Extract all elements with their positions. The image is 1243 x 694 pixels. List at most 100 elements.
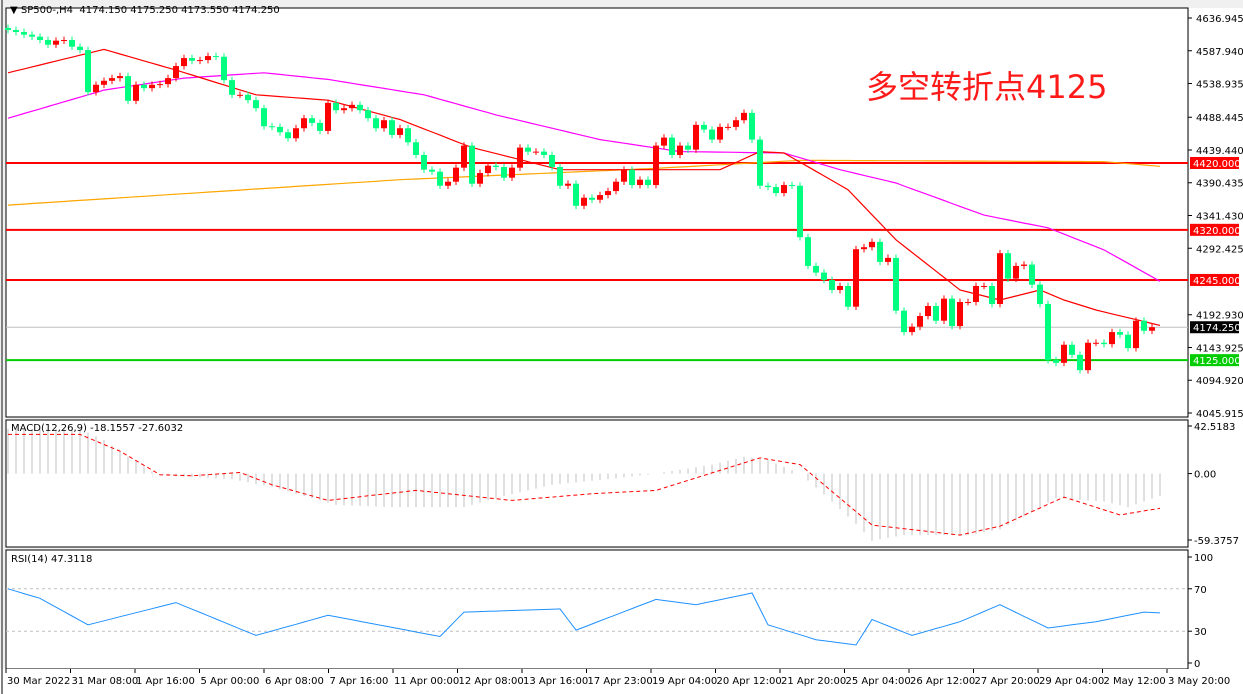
candle-body	[69, 40, 75, 47]
candle-body	[965, 302, 971, 304]
candle-body	[381, 120, 387, 129]
time-axis	[0, 669, 1243, 694]
candle-body	[437, 171, 443, 186]
macd-title: MACD(12,26,9) -18.1557 -27.6032	[11, 423, 184, 434]
candle-body	[893, 257, 899, 311]
candle-body	[933, 306, 939, 321]
level-badge	[1190, 354, 1239, 367]
candle-body	[445, 181, 451, 186]
candle-body	[429, 169, 435, 172]
time-tick-label: 5 Apr 00:00	[201, 676, 260, 687]
candle-body	[493, 165, 499, 167]
rsi-tick-label: 70	[1194, 585, 1207, 596]
price-tick-label: 4587.940	[1196, 47, 1243, 58]
candle-body	[677, 145, 683, 155]
candle-body	[125, 76, 131, 101]
time-tick-label: 6 Apr 08:00	[265, 676, 324, 687]
candle-body	[221, 56, 227, 81]
rsi-tick-label: 100	[1194, 553, 1213, 564]
candle-body	[237, 94, 243, 96]
candle-body	[1125, 334, 1131, 349]
candle-body	[925, 306, 931, 317]
candle-body	[157, 84, 163, 86]
candle-body	[1013, 265, 1019, 279]
candle-body	[349, 104, 355, 109]
candle-body	[229, 80, 235, 95]
price-tick-label: 4538.935	[1196, 80, 1243, 91]
candle-body	[757, 139, 763, 186]
candle-body	[293, 128, 299, 139]
candle-body	[517, 147, 523, 168]
candle-body	[829, 279, 835, 290]
candle-body	[413, 142, 419, 155]
rsi-title: RSI(14) 47.3118	[11, 554, 93, 565]
candle-body	[573, 183, 579, 206]
macd-tick-label: 42.5183	[1194, 422, 1235, 433]
price-panel	[5, 7, 1189, 418]
candle-body	[29, 34, 35, 37]
candle-body	[917, 316, 923, 327]
candle-body	[389, 120, 395, 135]
candle-body	[181, 58, 187, 67]
price-tick-label: 4341.430	[1196, 212, 1243, 223]
time-tick-label: 1 Apr 16:00	[136, 676, 195, 687]
candle-body	[661, 137, 667, 146]
candle-body	[509, 167, 515, 178]
candle-body	[1061, 344, 1067, 363]
candle-body	[101, 80, 107, 85]
candle-body	[981, 285, 987, 287]
candle-body	[549, 154, 555, 167]
candle-body	[325, 102, 331, 131]
price-tick-label: 4439.440	[1196, 146, 1243, 157]
candle-body	[501, 166, 507, 178]
candle-body	[13, 29, 19, 32]
candle-body	[53, 40, 59, 45]
time-tick-label: 25 Apr 04:00	[846, 676, 911, 687]
price-tick-label: 4143.925	[1196, 343, 1243, 354]
rsi-panel	[5, 549, 1189, 670]
candle-body	[1053, 360, 1059, 363]
candle-body	[1045, 304, 1051, 361]
time-tick-label: 31 Mar 08:00	[72, 676, 139, 687]
chart-header: ▼ SP500-,H4 4174.150 4175.250 4173.550 4…	[10, 5, 280, 16]
candle-body	[853, 249, 859, 307]
candle-body	[21, 31, 27, 35]
candle-body	[117, 76, 123, 79]
dropdown-triangle-icon[interactable]: ▼	[10, 5, 18, 16]
candle-body	[541, 151, 547, 155]
time-tick-label: 21 Apr 20:00	[781, 676, 846, 687]
time-tick-label: 17 Apr 23:00	[588, 676, 653, 687]
candle-body	[213, 56, 219, 58]
candle-body	[717, 126, 723, 140]
candle-body	[901, 310, 907, 333]
candle-body	[973, 285, 979, 303]
price-tick-label: 4045.915	[1196, 409, 1243, 420]
candle-body	[1021, 264, 1027, 266]
candle-body	[597, 195, 603, 200]
candle-body	[1069, 344, 1075, 355]
candle-body	[405, 128, 411, 143]
candle-body	[133, 84, 139, 101]
candle-body	[741, 112, 747, 121]
time-tick-label: 13 Apr 16:00	[523, 676, 588, 687]
candle-body	[61, 40, 67, 42]
candle-body	[837, 285, 843, 290]
price-tick-label: 4292.425	[1196, 244, 1243, 255]
candle-body	[1077, 354, 1083, 371]
candle-body	[997, 253, 1003, 305]
candle-body	[773, 187, 779, 194]
level-label: 4125.000	[1193, 356, 1241, 367]
time-tick-label: 3 May 20:00	[1168, 676, 1230, 687]
candle-body	[165, 78, 171, 85]
candle-body	[1085, 342, 1091, 371]
candle-body	[309, 118, 315, 123]
candle-body	[477, 173, 483, 184]
level-badge	[1190, 273, 1239, 286]
candle-body	[1029, 264, 1035, 285]
candle-body	[989, 285, 995, 305]
candle-body	[533, 151, 539, 153]
candle-body	[197, 60, 203, 62]
candle-body	[189, 58, 195, 61]
candle-body	[869, 241, 875, 248]
